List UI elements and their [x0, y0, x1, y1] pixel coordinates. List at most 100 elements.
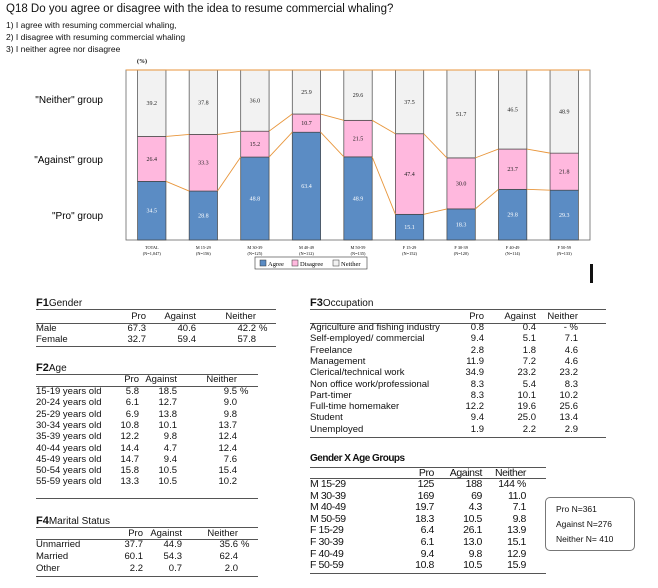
- question-option-3: 3) I neither agree nor disagree: [6, 44, 121, 54]
- marital-header-2: Neither: [207, 528, 238, 539]
- occupation-rule-bottom: [310, 437, 606, 438]
- occupation-row-label-3: Management: [310, 355, 366, 367]
- category-label-1: M 15-29: [196, 245, 211, 250]
- occupation-cell-neither-4: 23.2: [559, 367, 579, 379]
- age-cell-against-0: 18.5: [158, 386, 178, 397]
- age-cell-against-6: 9.4: [163, 453, 177, 465]
- gender_age-table-block: Gender X Age Groups Pro Against Neither M 15…: [310, 453, 546, 577]
- connector-line-0-3: [320, 131, 345, 158]
- occupation-cell-pro-6: 8.3: [470, 389, 484, 401]
- gender-header-0: Pro: [131, 311, 146, 322]
- marital-header-1: Against: [150, 528, 182, 539]
- age-cell-pro-5: 14.4: [120, 442, 140, 454]
- gender_age-row-label-0: M 15-29: [310, 478, 346, 490]
- occupation-cell-neither-6: 10.2: [559, 389, 579, 401]
- sample-size-neither: Neither N= 410: [556, 534, 614, 544]
- text-cursor: [590, 264, 593, 283]
- occupation-cell-neither-0: - %: [563, 322, 578, 333]
- marital-rule-bottom: [36, 576, 258, 577]
- age-row-label-7: 50-54 years old: [36, 465, 102, 477]
- age-row-label-3: 30-34 years old: [36, 419, 102, 431]
- bar-disagree-8: [549, 152, 579, 191]
- data-label-neither-0: 39.2: [147, 101, 158, 107]
- age-cell-neither-5: 12.4: [218, 442, 238, 454]
- occupation-cell-against-6: 10.1: [517, 389, 537, 401]
- occupation-table-block: F3Occupation Pro Against Neither Agriculture…: [310, 297, 606, 445]
- occupation-cell-neither-8: 13.4: [559, 412, 579, 424]
- legend-label-neither: Neither: [341, 261, 361, 268]
- data-label-disagree-0: 26.4: [147, 157, 158, 163]
- age-header-1: Against: [145, 374, 177, 385]
- gender_age-title-text: Gender X Age Groups: [310, 453, 405, 464]
- data-label-neither-3: 25.9: [301, 90, 312, 96]
- marital-row-label-2: Other: [36, 563, 60, 574]
- category-label-7: F 40-49: [506, 245, 520, 250]
- marital-table-block: F4Marital Status Pro Against Neither Unmarri…: [36, 515, 258, 577]
- age-cell-against-1: 12.7: [158, 397, 178, 409]
- gender-cell-neither-0: 42.2: [237, 323, 257, 334]
- data-label-disagree-3: 10.7: [301, 121, 312, 127]
- bar-neither-5: [395, 69, 425, 135]
- data-label-agree-6: 18.3: [456, 222, 467, 228]
- unit-label: (%): [137, 58, 147, 65]
- gender_age-cell-neither-0: 144 %: [498, 478, 526, 490]
- gender_age-cell-pro-6: 9.4: [420, 547, 435, 560]
- occupation-row-label-0: Agriculture and fishing industry: [310, 322, 440, 333]
- gender_age-cell-against-2: 4.3: [468, 501, 483, 514]
- data-label-agree-1: 28.8: [198, 214, 209, 220]
- age-cell-pro-0: 5.8: [125, 386, 139, 397]
- occupation-cell-pro-9: 1.9: [470, 423, 484, 435]
- marital-header-0: Pro: [128, 528, 143, 539]
- gender_age-row-label-5: F 30-39: [310, 536, 344, 548]
- marital-cell-pro-0: 37.7: [124, 539, 144, 550]
- age-cell-against-8: 10.5: [158, 476, 178, 488]
- occupation-cell-against-9: 2.2: [522, 423, 536, 435]
- data-label-agree-2: 48.8: [250, 197, 261, 203]
- connector-line-0-7: [526, 188, 551, 191]
- occupation-cell-pro-3: 11.9: [466, 355, 484, 367]
- marital-cell-against-1: 54.3: [163, 551, 183, 562]
- occupation-cell-pro-4: 34.9: [465, 367, 485, 379]
- legend-swatch-neither: [332, 259, 340, 267]
- occupation-rule-header: [310, 323, 606, 324]
- age-row-label-2: 25-29 years old: [36, 408, 102, 420]
- age-cell-against-2: 13.8: [158, 408, 178, 420]
- connector-line-1-2: [268, 113, 293, 132]
- age-row-label-0: 15-19 years old: [36, 386, 102, 397]
- age-cell-against-4: 9.8: [163, 431, 177, 443]
- gender-rule-top: [36, 309, 276, 310]
- occupation-cell-pro-0: 0.8: [470, 322, 484, 333]
- data-label-neither-7: 46.5: [507, 108, 518, 114]
- occupation-cell-neither-7: 25.6: [559, 401, 579, 413]
- bar-neither-8: [549, 69, 579, 154]
- bar-neither-0: [137, 69, 167, 137]
- bar-agree-1: [188, 190, 218, 241]
- group-label-1: "Against" group: [34, 155, 103, 166]
- age-title: F2Age: [36, 362, 67, 374]
- category-label-3: M 40-49: [299, 245, 314, 250]
- age-header-0: Pro: [124, 374, 139, 385]
- marital-cell-neither-1: 62.4: [219, 551, 239, 562]
- question-option-2: 2) I disagree with resuming commercial w…: [6, 32, 186, 42]
- occupation-cell-neither-1: 7.1: [564, 333, 578, 345]
- category-label-5: F 15-29: [403, 245, 417, 250]
- gender_age-cell-neither-2: 7.1: [512, 501, 527, 514]
- category-n-2: (N=125): [247, 251, 262, 256]
- gender_age-title: Gender X Age Groups: [310, 453, 405, 464]
- age-cell-pro-2: 6.9: [125, 408, 139, 420]
- gender_age-cell-neither-1: 11.0: [507, 489, 526, 502]
- age-cell-neither-7: 15.4: [218, 465, 238, 477]
- gender_age-row-label-1: M 30-39: [310, 489, 346, 502]
- gender_age-cell-pro-4: 6.4: [420, 524, 435, 537]
- occupation-rule-top: [310, 309, 606, 310]
- age-row-label-1: 20-24 years old: [36, 397, 102, 409]
- gender_age-rule-header: [310, 478, 546, 479]
- age-table-block: F2Age Pro Against Neither 15-19 years old 5.8…: [36, 362, 258, 502]
- sample-size-box: Pro N=361 Against N=276 Neither N= 410: [545, 497, 635, 551]
- connector-line-1-0: [165, 133, 190, 137]
- occupation-header-0: Pro: [469, 311, 484, 322]
- bar-agree-2: [240, 156, 270, 241]
- stacked-bar-chart: (%) 34.5 26.4 39.2 TOTAL(N=1,047) 28.8 33.3 37.…: [34, 58, 591, 270]
- bar-neither-6: [446, 69, 476, 159]
- data-label-disagree-6: 30.0: [456, 181, 467, 187]
